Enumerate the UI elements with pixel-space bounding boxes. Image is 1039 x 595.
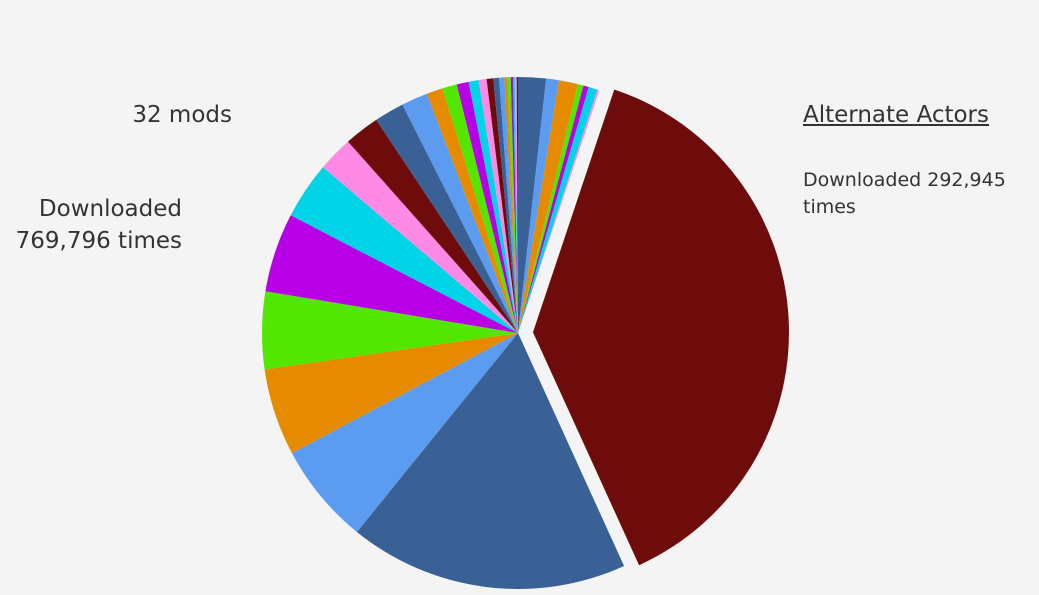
pie-slice bbox=[478, 78, 518, 333]
pie-slice bbox=[376, 104, 518, 333]
highlight-name[interactable]: Alternate Actors bbox=[803, 102, 989, 128]
total-downloads: Downloaded 769,796 times bbox=[15, 196, 182, 254]
mod-count: 32 mods bbox=[132, 102, 232, 128]
highlight-downloads: Downloaded 292,945 times bbox=[803, 169, 1006, 218]
pie-slice bbox=[518, 85, 589, 334]
pie-slice bbox=[512, 77, 518, 333]
pie-slice bbox=[518, 78, 559, 333]
pie-slice bbox=[291, 333, 518, 532]
pie-slice bbox=[456, 81, 518, 333]
pie-slice bbox=[499, 77, 518, 333]
pie-slice bbox=[322, 141, 518, 333]
pie-slice bbox=[402, 93, 518, 333]
pie-slice bbox=[518, 80, 578, 334]
pie-slice bbox=[426, 88, 518, 333]
pie-slice bbox=[265, 215, 518, 333]
pie-slice bbox=[532, 89, 789, 566]
pie-slice bbox=[468, 80, 518, 334]
pie-slice bbox=[356, 333, 625, 589]
pie-slice bbox=[262, 291, 518, 370]
pie-slice bbox=[442, 84, 518, 334]
pie-slice bbox=[507, 77, 518, 333]
pie-slice bbox=[486, 78, 518, 333]
pie-slice bbox=[518, 77, 547, 333]
pie-slice bbox=[518, 89, 600, 333]
pie-slice bbox=[504, 77, 518, 333]
pie-slice bbox=[493, 77, 518, 333]
pie-slice bbox=[264, 333, 518, 454]
pie-slice bbox=[514, 77, 518, 333]
pie-slice bbox=[518, 84, 584, 333]
pie-slice bbox=[510, 77, 518, 333]
pie-slice bbox=[518, 86, 598, 333]
pie-slice bbox=[347, 119, 518, 334]
pie-slice bbox=[290, 167, 518, 333]
pie-slice bbox=[516, 77, 518, 333]
